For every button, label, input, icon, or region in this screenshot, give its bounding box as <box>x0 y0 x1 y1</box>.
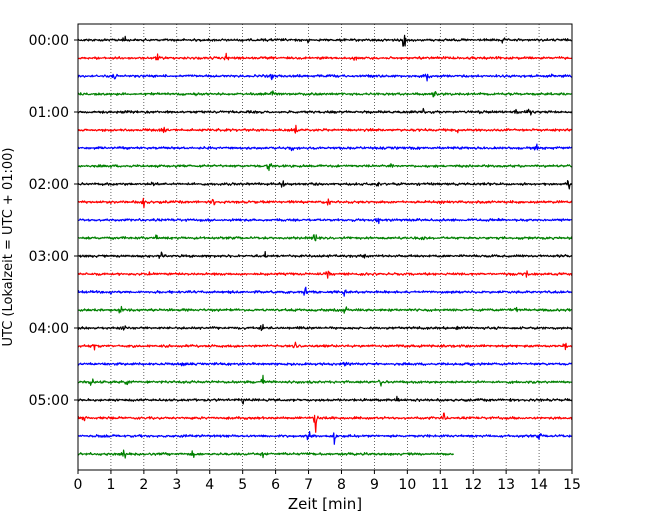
x-gridlines <box>110 24 540 470</box>
y-tick-label: 01:00 <box>29 105 69 121</box>
trace-line <box>77 374 573 387</box>
y-tick-label: 02:00 <box>29 177 69 193</box>
x-axis-ticks: 0 1 2 3 4 5 6 7 8 9 10 11 12 13 14 15 <box>74 470 581 493</box>
trace-line <box>77 90 573 98</box>
x-tick-label: 5 <box>238 477 247 493</box>
y-tick-label: 00:00 <box>29 33 69 49</box>
trace-line <box>77 163 573 172</box>
x-tick-label: 14 <box>530 477 548 493</box>
y-axis-label: UTC (Lokalzeit = UTC + 01:00) <box>1 148 16 347</box>
x-tick-label: 6 <box>271 477 280 493</box>
trace-line <box>77 412 573 433</box>
trace-line <box>77 143 573 152</box>
trace-line <box>77 431 573 445</box>
plot-area <box>78 24 572 470</box>
trace-line <box>77 361 573 367</box>
y-tick-label: 05:00 <box>29 393 69 409</box>
x-tick-label: 1 <box>106 477 115 493</box>
plot-frame <box>77 23 573 471</box>
trace-line <box>77 34 573 47</box>
trace-line <box>77 449 454 459</box>
y-axis-ticks: 00:00 01:00 02:00 03:00 04:00 05:00 <box>29 33 78 409</box>
y-tick-label: 04:00 <box>29 321 69 337</box>
trace-line <box>77 395 573 405</box>
x-tick-label: 13 <box>497 477 515 493</box>
x-tick-label: 15 <box>563 477 581 493</box>
trace-line <box>77 197 573 209</box>
x-tick-label: 4 <box>205 477 214 493</box>
trace-line <box>77 73 573 82</box>
x-tick-label: 12 <box>464 477 482 493</box>
trace-line <box>77 341 573 351</box>
x-tick-label: 9 <box>370 477 379 493</box>
trace-line <box>77 305 573 314</box>
x-tick-label: 0 <box>74 477 83 493</box>
y-tick-label: 03:00 <box>29 249 69 265</box>
x-axis-label: Zeit [min] <box>288 495 362 513</box>
x-tick-label: 3 <box>172 477 181 493</box>
trace-line <box>77 180 573 190</box>
x-tick-label: 10 <box>398 477 416 493</box>
trace-line <box>77 251 573 259</box>
x-tick-label: 11 <box>431 477 449 493</box>
seismic-traces <box>77 34 573 459</box>
trace-line <box>77 107 573 116</box>
trace-line <box>77 270 573 279</box>
trace-line <box>77 323 573 332</box>
x-tick-label: 2 <box>139 477 148 493</box>
x-tick-label: 8 <box>337 477 346 493</box>
trace-line <box>77 286 573 297</box>
x-tick-label: 7 <box>304 477 313 493</box>
trace-line <box>77 52 573 61</box>
trace-line <box>77 124 573 134</box>
trace-line <box>77 217 573 225</box>
trace-line <box>77 234 573 242</box>
